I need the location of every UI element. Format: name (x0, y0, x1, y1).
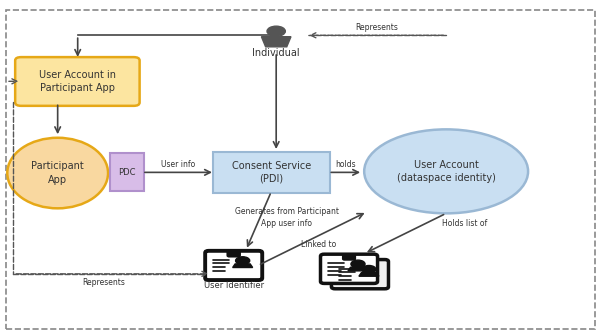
Text: User Account
(dataspace identity): User Account (dataspace identity) (397, 160, 495, 183)
Text: Holds list of: Holds list of (442, 219, 487, 228)
FancyBboxPatch shape (331, 259, 388, 289)
Circle shape (236, 257, 249, 264)
Text: Linked to: Linked to (301, 240, 336, 249)
Polygon shape (359, 272, 379, 276)
Text: User info: User info (161, 160, 195, 169)
Polygon shape (262, 37, 291, 47)
FancyBboxPatch shape (213, 152, 330, 193)
Text: PDC: PDC (118, 168, 135, 177)
Circle shape (362, 265, 376, 273)
Polygon shape (232, 264, 253, 267)
FancyBboxPatch shape (354, 260, 365, 265)
FancyBboxPatch shape (228, 251, 239, 256)
Circle shape (267, 26, 285, 36)
FancyBboxPatch shape (15, 57, 140, 106)
Text: User Account in
Participant App: User Account in Participant App (39, 70, 116, 93)
Circle shape (351, 260, 365, 268)
Text: Individual: Individual (253, 48, 300, 58)
Text: User Identifier: User Identifier (203, 282, 264, 290)
Text: Participant
App: Participant App (32, 161, 84, 185)
Text: Represents: Represents (355, 23, 398, 32)
Ellipse shape (364, 129, 528, 213)
FancyBboxPatch shape (205, 251, 262, 280)
Polygon shape (348, 267, 368, 271)
FancyBboxPatch shape (320, 254, 378, 284)
Text: Consent Service
(PDI): Consent Service (PDI) (232, 161, 311, 184)
Text: Represents: Represents (82, 278, 124, 287)
Text: holds: holds (336, 160, 356, 169)
Ellipse shape (7, 138, 108, 208)
FancyBboxPatch shape (344, 254, 354, 259)
FancyBboxPatch shape (110, 153, 144, 191)
Text: Generates from Participant
App user info: Generates from Participant App user info (234, 207, 339, 228)
